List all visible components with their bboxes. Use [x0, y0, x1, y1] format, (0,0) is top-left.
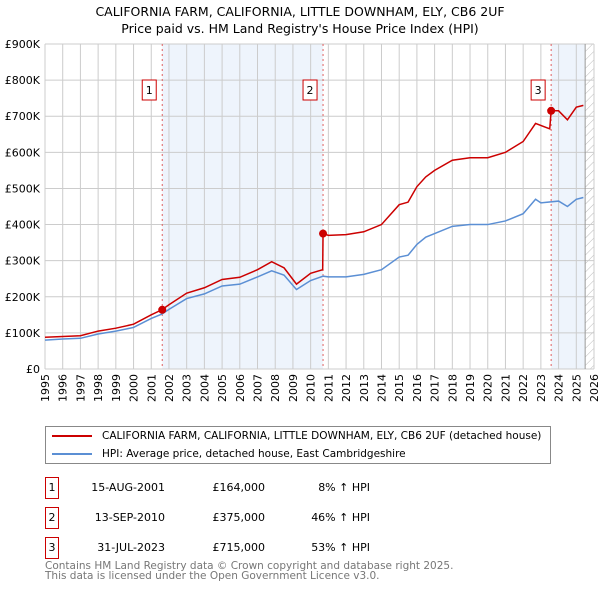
sale-label-box [530, 79, 546, 101]
y-tick-label: £900K [5, 38, 41, 51]
x-tick-label: 2009 [287, 374, 300, 402]
x-tick-label: 2006 [234, 374, 247, 402]
y-tick-label: £0 [26, 363, 40, 376]
sale-hpi-change: 53% ↑ HPI [311, 541, 370, 554]
y-tick-label: £100K [5, 327, 41, 340]
footer: Contains HM Land Registry data © Crown c… [45, 560, 454, 582]
x-tick-label: 2000 [128, 374, 141, 402]
y-tick-label: £800K [5, 74, 41, 87]
y-tick-label: £300K [5, 255, 41, 268]
hpi-line [44, 196, 584, 341]
blue-line-swatch [52, 453, 92, 455]
x-tick-label: 2018 [446, 374, 459, 402]
x-tick-label: 2023 [535, 374, 548, 402]
y-tick-label: £700K [5, 110, 41, 123]
sale-point [158, 305, 167, 314]
legend-label: HPI: Average price, detached house, East… [102, 448, 406, 460]
x-tick-label: 2008 [269, 374, 282, 402]
x-tick-label: 1997 [74, 374, 87, 402]
chart-subtitle: Price paid vs. HM Land Registry's House … [121, 21, 479, 36]
x-tick-label: 2019 [464, 374, 477, 402]
footer-line: This data is licensed under the Open Gov… [45, 570, 380, 582]
x-tick-label: 2003 [181, 374, 194, 402]
x-tick-label: 2026 [588, 374, 600, 402]
x-tick-label: 2007 [252, 374, 265, 402]
legend-item-property: CALIFORNIA FARM, CALIFORNIA, LITTLE DOWN… [52, 428, 541, 444]
sale-price: £164,000 [212, 481, 266, 494]
legend-label: CALIFORNIA FARM, CALIFORNIA, LITTLE DOWN… [102, 430, 542, 442]
x-tick-label: 1995 [39, 374, 52, 402]
x-tick-label: 2002 [163, 374, 176, 402]
sale-label-box [141, 79, 157, 101]
sale-hpi-change: 46% ↑ HPI [311, 511, 370, 524]
x-tick-label: 2010 [305, 374, 318, 402]
sale-label-number: 1 [146, 84, 153, 97]
sale-number: 3 [45, 537, 59, 559]
x-tick-label: 2015 [393, 374, 406, 402]
y-tick-label: £500K [5, 182, 41, 195]
x-tick-label: 2017 [429, 374, 442, 402]
property-price-line [44, 104, 584, 338]
sale-point [319, 229, 328, 238]
x-tick-label: 2024 [553, 374, 566, 402]
x-tick-label: 2001 [145, 374, 158, 402]
sale-price: £715,000 [212, 541, 266, 554]
sale-date: 15-AUG-2001 [91, 481, 165, 494]
legend-item-hpi: HPI: Average price, detached house, East… [52, 446, 406, 462]
legend: CALIFORNIA FARM, CALIFORNIA, LITTLE DOWN… [45, 426, 551, 464]
forecast-hatch [585, 44, 594, 369]
red-line-swatch [52, 435, 92, 437]
x-tick-label: 2025 [570, 374, 583, 402]
sale-label-number: 2 [307, 84, 314, 97]
x-tick-label: 2011 [322, 374, 335, 402]
y-tick-label: £400K [5, 219, 41, 232]
chart-title: CALIFORNIA FARM, CALIFORNIA, LITTLE DOWN… [95, 4, 505, 19]
x-tick-label: 2020 [482, 374, 495, 402]
sale-point [547, 106, 556, 115]
shaded-period-1 [162, 44, 324, 369]
sale-date: 13-SEP-2010 [94, 511, 165, 524]
footer-line: Contains HM Land Registry data © Crown c… [45, 560, 454, 572]
x-tick-label: 2012 [340, 374, 353, 402]
x-tick-label: 2022 [517, 374, 530, 402]
x-tick-label: 2005 [216, 374, 229, 402]
sale-price: £375,000 [212, 511, 266, 524]
x-tick-label: 2004 [198, 374, 211, 402]
x-tick-label: 2013 [358, 374, 371, 402]
sale-hpi-change: 8% ↑ HPI [318, 481, 370, 494]
x-tick-label: 2014 [375, 374, 388, 402]
sale-date: 31-JUL-2023 [97, 541, 165, 554]
sale-label-box [302, 79, 318, 101]
y-tick-label: £200K [5, 291, 41, 304]
x-tick-label: 1999 [110, 374, 123, 402]
y-tick-label: £600K [5, 146, 41, 159]
price-chart: 1995 1996 1997 1998 1999 2000 2001 2002 2003 2004… [5, 38, 600, 402]
sale-number: 2 [45, 507, 59, 529]
sale-label-number: 3 [535, 84, 542, 97]
x-tick-label: 1998 [92, 374, 105, 402]
x-tick-label: 2021 [499, 374, 512, 402]
x-tick-label: 2016 [411, 374, 424, 402]
sale-number: 1 [45, 477, 59, 499]
x-tick-label: 1996 [57, 374, 70, 402]
